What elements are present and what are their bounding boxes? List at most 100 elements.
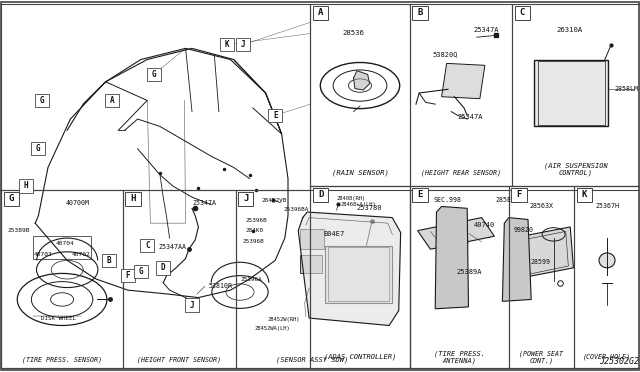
Bar — [31, 142, 45, 155]
Bar — [1, 190, 123, 368]
Text: 40740: 40740 — [474, 222, 495, 228]
Text: (TIRE PRESS.
ANTENNA): (TIRE PRESS. ANTENNA) — [434, 350, 484, 364]
Bar — [19, 179, 33, 193]
Text: J: J — [243, 194, 248, 203]
Bar — [412, 6, 428, 20]
Text: (COVER-HOLE): (COVER-HOLE) — [583, 354, 631, 360]
Bar — [125, 192, 141, 206]
Bar — [236, 190, 410, 368]
Text: (HEIGHT FRONT SENSOR): (HEIGHT FRONT SENSOR) — [137, 357, 221, 363]
Text: 53810R: 53810R — [209, 283, 233, 289]
Text: 25367H: 25367H — [595, 203, 619, 209]
Bar — [412, 188, 428, 202]
Polygon shape — [298, 212, 401, 326]
Text: 40704: 40704 — [56, 241, 75, 246]
Bar — [442, 63, 485, 99]
Text: A: A — [318, 8, 323, 17]
Text: D: D — [318, 190, 323, 199]
Bar — [512, 4, 640, 186]
Text: G: G — [138, 267, 143, 276]
Text: K: K — [582, 190, 587, 199]
Text: 40702: 40702 — [72, 251, 91, 257]
Bar — [238, 192, 253, 206]
Bar — [410, 190, 640, 368]
Bar — [310, 4, 410, 186]
Text: 99820: 99820 — [513, 227, 534, 233]
Text: B: B — [417, 8, 422, 17]
Text: (ADAS CONTROLLER): (ADAS CONTROLLER) — [324, 354, 396, 360]
Bar — [140, 239, 154, 252]
Bar — [509, 186, 574, 368]
Text: B04E7: B04E7 — [324, 231, 345, 237]
Text: (TIRE PRESS. SENSOR): (TIRE PRESS. SENSOR) — [22, 357, 102, 363]
Bar — [33, 236, 91, 259]
Bar — [440, 262, 463, 270]
Bar — [328, 247, 388, 301]
Text: (HEIGHT REAR SENSOR): (HEIGHT REAR SENSOR) — [421, 170, 500, 176]
Text: F: F — [125, 271, 131, 280]
Text: 284K0: 284K0 — [246, 228, 264, 233]
Text: A: A — [109, 96, 115, 105]
Text: F: F — [516, 190, 522, 199]
Text: 28536: 28536 — [342, 31, 365, 36]
Text: 28468+A(LH): 28468+A(LH) — [340, 202, 376, 207]
Text: G: G — [151, 70, 156, 79]
Text: K: K — [225, 40, 230, 49]
Bar — [515, 6, 530, 20]
Text: 25347A: 25347A — [193, 200, 217, 206]
Bar — [236, 38, 250, 51]
Bar — [185, 298, 199, 312]
Text: C: C — [520, 8, 525, 17]
Bar — [410, 186, 509, 368]
Text: J25302G2: J25302G2 — [599, 357, 639, 366]
Bar — [324, 246, 392, 303]
Bar — [268, 109, 282, 122]
Bar — [440, 219, 463, 228]
Text: D: D — [161, 263, 166, 272]
Text: (POWER SEAT
CONT.): (POWER SEAT CONT.) — [520, 350, 563, 364]
Bar — [440, 277, 463, 285]
Text: SEC.998: SEC.998 — [434, 197, 462, 203]
Text: G: G — [39, 96, 44, 105]
Text: 25347A: 25347A — [474, 27, 499, 33]
Bar — [156, 261, 170, 275]
Text: 28599: 28599 — [531, 259, 551, 264]
Text: 25396BA: 25396BA — [284, 206, 309, 212]
Bar — [1, 4, 310, 368]
Text: E: E — [273, 111, 278, 120]
Bar — [102, 254, 116, 267]
Bar — [35, 94, 49, 107]
Text: E: E — [417, 190, 422, 199]
Text: 53820Q: 53820Q — [432, 51, 458, 57]
Bar — [440, 234, 463, 243]
Text: J: J — [189, 301, 195, 310]
Ellipse shape — [599, 253, 615, 268]
Bar — [134, 265, 148, 278]
Bar — [123, 190, 236, 368]
Text: 25396B: 25396B — [243, 239, 264, 244]
Text: 28563X: 28563X — [529, 203, 554, 209]
Text: 25347AA: 25347AA — [159, 244, 187, 250]
Text: 28452WA(LH): 28452WA(LH) — [255, 326, 291, 331]
Text: G: G — [36, 144, 41, 153]
Text: 28452VB: 28452VB — [261, 198, 287, 203]
Text: 25347A: 25347A — [458, 114, 483, 120]
Text: 285E3: 285E3 — [495, 197, 516, 203]
Text: (RAIN SENSOR): (RAIN SENSOR) — [332, 170, 388, 176]
Bar — [300, 229, 324, 249]
Text: 25396B: 25396B — [246, 218, 268, 223]
Text: 25396A: 25396A — [241, 277, 262, 282]
Text: J: J — [241, 40, 246, 49]
Polygon shape — [354, 71, 370, 90]
Text: 28452W(RH): 28452W(RH) — [268, 317, 300, 322]
Bar — [147, 68, 161, 81]
Bar — [574, 186, 640, 368]
Text: 25389A: 25389A — [456, 269, 481, 275]
Text: H: H — [131, 194, 136, 203]
Text: (AIR SUSPENSION
CONTROL): (AIR SUSPENSION CONTROL) — [544, 162, 608, 176]
Bar — [534, 60, 608, 126]
Bar — [4, 192, 19, 206]
Text: 253780: 253780 — [357, 205, 382, 211]
Text: 28408(RH): 28408(RH) — [336, 196, 365, 201]
Polygon shape — [418, 218, 495, 249]
